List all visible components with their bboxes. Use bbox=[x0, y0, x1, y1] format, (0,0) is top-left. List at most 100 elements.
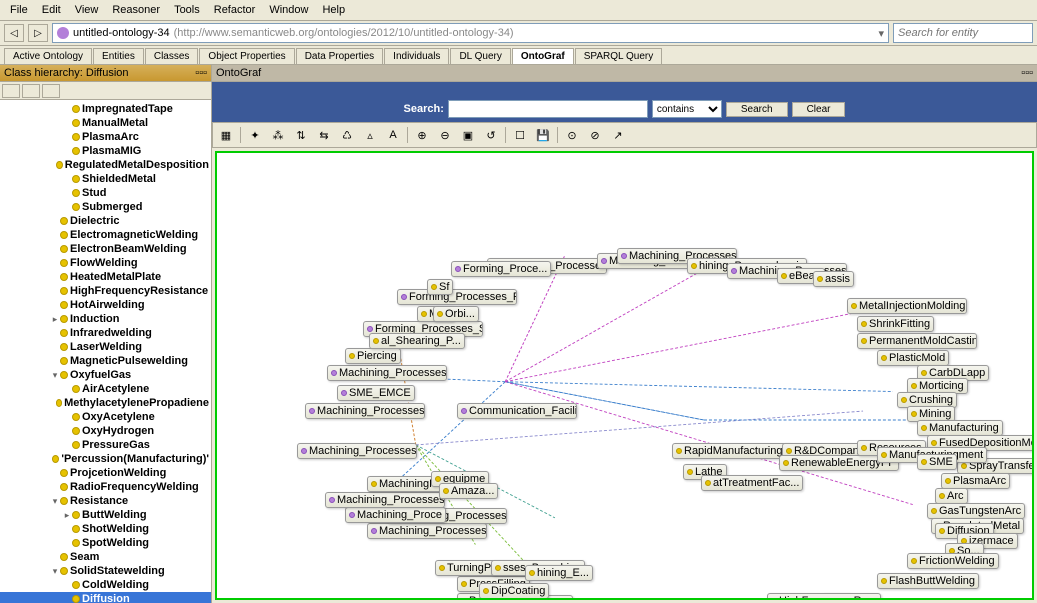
tree-item[interactable]: ColdWelding bbox=[0, 578, 211, 592]
graph-node[interactable]: Arc bbox=[935, 488, 968, 504]
add-class-button[interactable] bbox=[2, 84, 20, 98]
entity-search-input[interactable] bbox=[893, 23, 1033, 43]
tree-item[interactable]: Diffusion bbox=[0, 592, 211, 603]
menu-reasoner[interactable]: Reasoner bbox=[106, 2, 166, 18]
graph-node[interactable]: GasTungstenArc bbox=[927, 503, 1025, 519]
graph-node[interactable]: FrictionWelding bbox=[907, 553, 999, 569]
menu-refactor[interactable]: Refactor bbox=[208, 2, 262, 18]
graph-node[interactable]: Machining_Processes_Turning_Kn... bbox=[327, 365, 447, 381]
graph-node[interactable]: Machining_Processes_Turning_La... bbox=[297, 443, 417, 459]
tool-export-icon[interactable]: ☐ bbox=[509, 125, 531, 145]
graph-node[interactable]: Machining_Processes_Turning_Fa... bbox=[305, 403, 425, 419]
tree-item[interactable]: FlowWelding bbox=[0, 256, 211, 270]
tool-expand-icon[interactable]: ↗ bbox=[607, 125, 629, 145]
graph-node[interactable]: hining_E... bbox=[525, 565, 593, 581]
graph-search-button[interactable]: Search bbox=[726, 102, 788, 117]
menu-file[interactable]: File bbox=[4, 2, 34, 18]
tab-data-properties[interactable]: Data Properties bbox=[296, 48, 383, 64]
tree-item[interactable]: ShieldedMetal bbox=[0, 172, 211, 186]
tree-item[interactable]: OxyAcetylene bbox=[0, 410, 211, 424]
graph-node[interactable]: Machining_Proce bbox=[345, 507, 446, 523]
tree-item[interactable]: ElectromagneticWelding bbox=[0, 228, 211, 242]
tab-active-ontology[interactable]: Active Ontology bbox=[4, 48, 92, 64]
graph-clear-button[interactable]: Clear bbox=[792, 102, 846, 117]
menu-window[interactable]: Window bbox=[263, 2, 314, 18]
graph-search-input[interactable] bbox=[448, 100, 648, 118]
tree-item[interactable]: ▸ButtWelding bbox=[0, 508, 211, 522]
graph-node[interactable]: Communication_Facility_Fiber_... bbox=[457, 403, 577, 419]
graph-node[interactable]: Manufacturing bbox=[917, 420, 1003, 436]
delete-class-button[interactable] bbox=[42, 84, 60, 98]
tree-item[interactable]: ManualMetal bbox=[0, 116, 211, 130]
graph-node[interactable]: Amaza... bbox=[439, 483, 498, 499]
graph-node[interactable]: PlasticMold bbox=[877, 350, 949, 366]
tree-item[interactable]: PlasmaMIG bbox=[0, 144, 211, 158]
graph-node[interactable]: atTreatmentFac... bbox=[701, 475, 803, 491]
tool-tree-v-icon[interactable]: ⇅ bbox=[290, 125, 312, 145]
tool-pin-icon[interactable]: ⊙ bbox=[561, 125, 583, 145]
graph-node[interactable]: FlashButtWelding bbox=[877, 573, 979, 589]
graph-node[interactable]: PermanentMoldCasting bbox=[857, 333, 977, 349]
graph-node[interactable]: Piercing bbox=[345, 348, 401, 364]
tool-radial-icon[interactable]: ✦ bbox=[244, 125, 266, 145]
tree-item[interactable]: ShotWelding bbox=[0, 522, 211, 536]
tool-zoomfit-icon[interactable]: ▣ bbox=[457, 125, 479, 145]
graph-node[interactable]: ShrinkFitting bbox=[857, 316, 934, 332]
graph-node[interactable]: HighFrequencyRe... bbox=[767, 593, 881, 600]
tree-item[interactable]: SpotWelding bbox=[0, 536, 211, 550]
tool-tree-h-icon[interactable]: ⇆ bbox=[313, 125, 335, 145]
tree-item[interactable]: Stud bbox=[0, 186, 211, 200]
tree-item[interactable]: ▾OxyfuelGas bbox=[0, 368, 211, 382]
tab-sparql-query[interactable]: SPARQL Query bbox=[575, 48, 662, 64]
tool-alpha-icon[interactable]: A bbox=[382, 125, 404, 145]
menu-help[interactable]: Help bbox=[316, 2, 351, 18]
graph-node[interactable]: DipCoating bbox=[479, 583, 549, 599]
tree-item[interactable]: ▾Resistance bbox=[0, 494, 211, 508]
panel-controls-icon[interactable]: ▫▫▫ bbox=[195, 67, 207, 79]
add-sub-button[interactable] bbox=[22, 84, 40, 98]
tree-item[interactable]: RadioFrequencyWelding bbox=[0, 480, 211, 494]
tree-item[interactable]: ▸Induction bbox=[0, 312, 211, 326]
tree-item[interactable]: HeatedMetalPlate bbox=[0, 270, 211, 284]
tab-ontograf[interactable]: OntoGraf bbox=[512, 48, 574, 64]
tree-item[interactable]: AirAcetylene bbox=[0, 382, 211, 396]
tree-item[interactable]: 'Percussion(Manufacturing)' bbox=[0, 452, 211, 466]
menu-tools[interactable]: Tools bbox=[168, 2, 206, 18]
graph-node[interactable]: Forming_Processes_Forging_Hamm bbox=[397, 289, 517, 305]
graph-node[interactable]: Orbi... bbox=[433, 306, 479, 322]
tool-unpin-icon[interactable]: ⊘ bbox=[584, 125, 606, 145]
graph-node[interactable]: Forming_Proce... bbox=[451, 261, 551, 277]
graph-node[interactable]: Machining_Processes_Turning_Bo... bbox=[367, 523, 487, 539]
graph-search-mode[interactable]: contains bbox=[652, 100, 722, 118]
tab-entities[interactable]: Entities bbox=[93, 48, 144, 64]
tool-save-icon[interactable]: 💾 bbox=[532, 125, 554, 145]
tree-item[interactable]: Infraredwelding bbox=[0, 326, 211, 340]
tree-item[interactable]: HighFrequencyResistance bbox=[0, 284, 211, 298]
panel-controls-icon[interactable]: ▫▫▫ bbox=[1021, 67, 1033, 79]
nav-back-button[interactable]: ◁ bbox=[4, 24, 24, 42]
tree-item[interactable]: ProjcetionWelding bbox=[0, 466, 211, 480]
tab-object-properties[interactable]: Object Properties bbox=[199, 48, 294, 64]
menu-edit[interactable]: Edit bbox=[36, 2, 67, 18]
tree-item[interactable]: MagneticPulsewelding bbox=[0, 354, 211, 368]
menu-view[interactable]: View bbox=[69, 2, 105, 18]
graph-node[interactable]: PlasmaArc bbox=[941, 473, 1010, 489]
tab-individuals[interactable]: Individuals bbox=[384, 48, 449, 64]
tree-item[interactable]: LaserWelding bbox=[0, 340, 211, 354]
tree-item[interactable]: Dielectric bbox=[0, 214, 211, 228]
graph-canvas[interactable]: Machining_Processes_Stamping_Pro...Machi… bbox=[215, 151, 1034, 600]
ontology-url-box[interactable]: untitled-ontology-34 (http://www.semanti… bbox=[52, 23, 889, 43]
graph-node[interactable]: RapidManufacturingEquipment bbox=[672, 443, 792, 459]
tree-item[interactable]: RegulatedMetalDesposition bbox=[0, 158, 211, 172]
tree-item[interactable]: PlasmaArc bbox=[0, 130, 211, 144]
tool-reset-icon[interactable]: ↺ bbox=[480, 125, 502, 145]
tool-dir-icon[interactable]: ▵ bbox=[359, 125, 381, 145]
graph-node[interactable]: assis bbox=[813, 271, 854, 287]
url-dropdown-icon[interactable]: ▾ bbox=[878, 27, 884, 40]
graph-node[interactable]: SME_EMCE bbox=[337, 385, 415, 401]
tree-item[interactable]: HotAirwelding bbox=[0, 298, 211, 312]
tab-classes[interactable]: Classes bbox=[145, 48, 199, 64]
graph-node[interactable]: al_Shearing_P... bbox=[369, 333, 465, 349]
tool-zoomin-icon[interactable]: ⊕ bbox=[411, 125, 433, 145]
nav-fwd-button[interactable]: ▷ bbox=[28, 24, 48, 42]
